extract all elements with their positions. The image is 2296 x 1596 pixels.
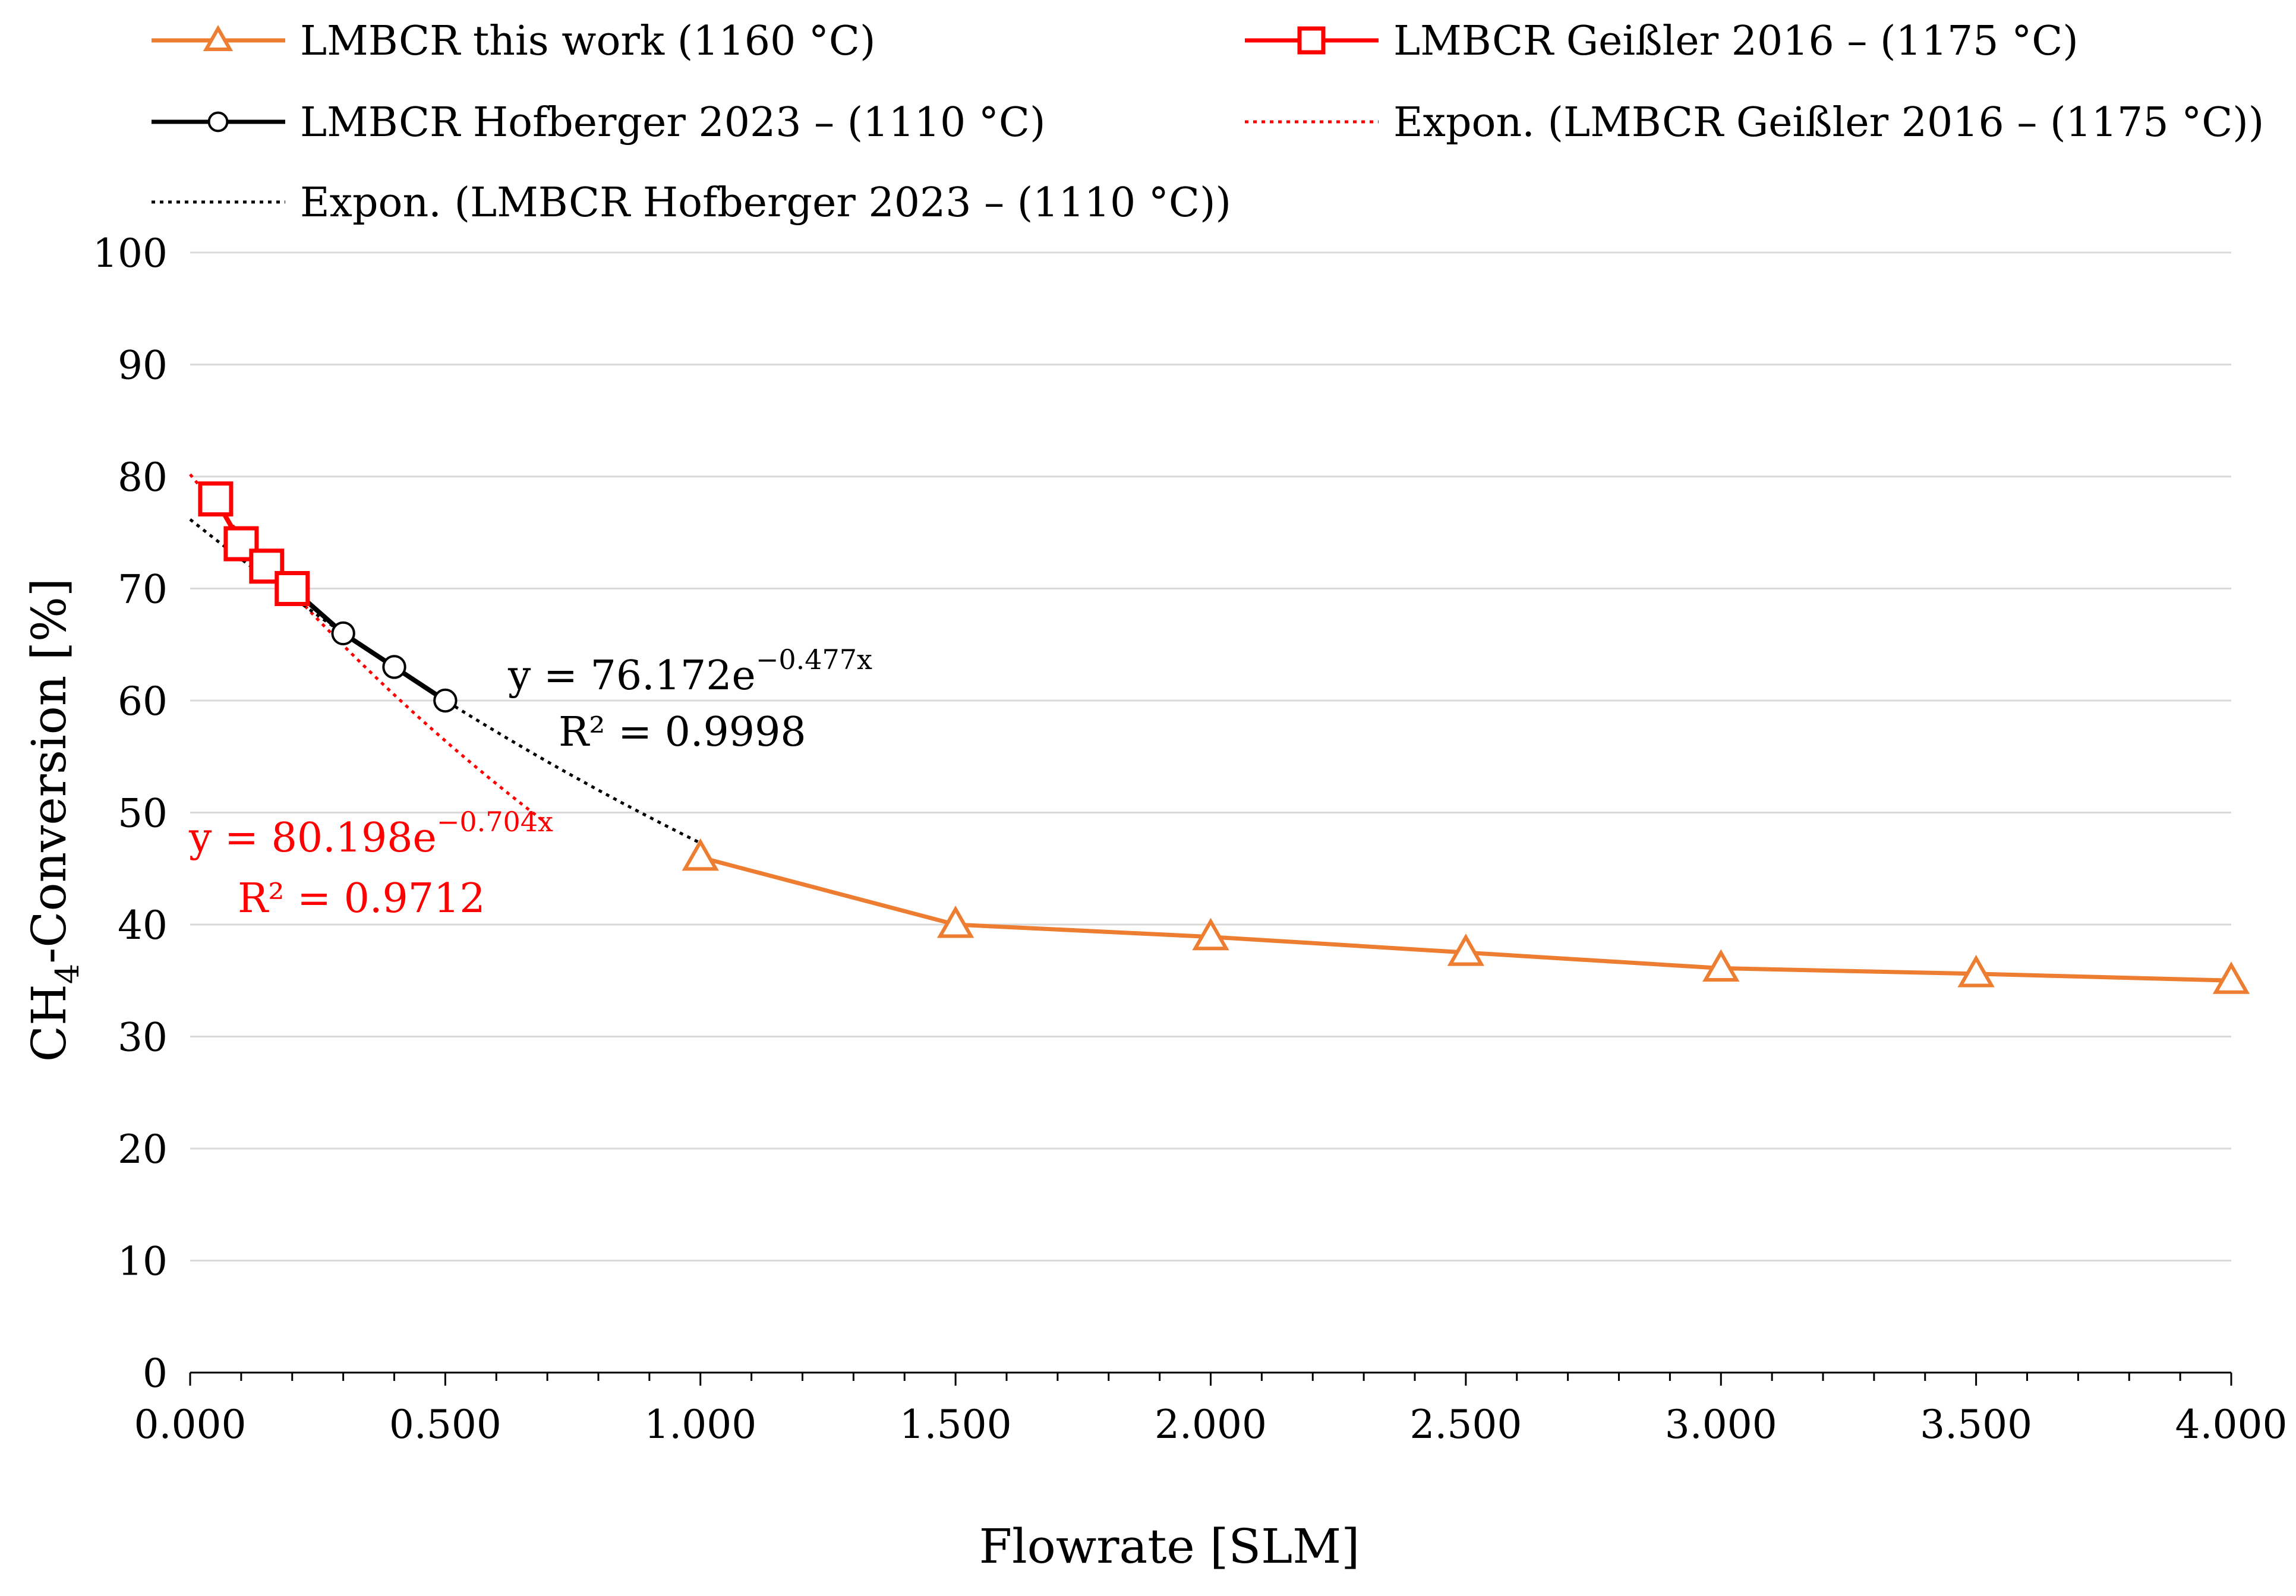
data-point-s2-2 [331, 621, 355, 646]
legend-label: LMBCR Hofberger 2023 – (1110 °C) [300, 99, 1045, 146]
trendline-equation-0: y = 80.198e−0.704x [188, 806, 553, 862]
legend-label: Expon. (LMBCR Hofberger 2023 – (1110 °C)… [300, 179, 1231, 226]
legend-item-3: Expon. (LMBCR Geißler 2016 – (1175 °C)) [1245, 99, 2264, 146]
data-point-s0-2 [1192, 917, 1229, 951]
y-tick-label-70: 70 [118, 567, 168, 613]
y-tick-label-100: 100 [93, 231, 168, 276]
equation-base: y = 80.198e [188, 815, 437, 862]
axes: 0 10 20 30 40 50 60 70 80 90 100 0.000 0.500 1.000 1.5… [93, 231, 2287, 1447]
legend-item-2: LMBCR Hofberger 2023 – (1110 °C) [152, 99, 1045, 146]
y-tick-label-10: 10 [118, 1239, 168, 1285]
y-tick-label-30: 30 [118, 1015, 168, 1061]
y-tick-label-50: 50 [118, 791, 168, 837]
annotations: y = 80.198e−0.704x R² = 0.9712 y = 76.172e… [188, 644, 872, 922]
data-point-s0-5 [1957, 954, 1995, 988]
data-point-s2-4 [433, 688, 458, 713]
equation-exponent: −0.704x [437, 806, 553, 838]
x-tick-label-6: 3.000 [1665, 1402, 1777, 1447]
trendline-1 [189, 518, 701, 845]
trendline-equation-1: y = 76.172e−0.477x [507, 644, 872, 699]
legend-swatch-marker [1297, 26, 1326, 55]
y-axis-label-main: CH [21, 984, 77, 1062]
gridlines [190, 251, 2231, 1261]
legend-item-4: Expon. (LMBCR Hofberger 2023 – (1110 °C)… [152, 179, 1231, 226]
data-point-s1-3 [275, 571, 310, 606]
x-tick-label-7: 3.500 [1920, 1402, 2032, 1447]
equation-base: y = 76.172e [507, 652, 756, 699]
legend-label: LMBCR Geißler 2016 – (1175 °C) [1393, 18, 2079, 65]
x-tick-label-1: 0.500 [389, 1402, 502, 1447]
legend-label: LMBCR this work (1160 °C) [300, 18, 875, 65]
y-tick-label-80: 80 [118, 455, 168, 500]
y-tick-label-90: 90 [118, 343, 168, 389]
data-point-s0-0 [682, 838, 719, 871]
legend-swatch-marker [207, 111, 229, 133]
data-point-s0-4 [1702, 949, 1740, 982]
data-point-s0-3 [1447, 933, 1485, 966]
data-point-s0-1 [936, 905, 974, 938]
x-tick-label-8: 4.000 [2175, 1402, 2288, 1447]
x-tick-label-5: 2.500 [1409, 1402, 1522, 1447]
y-tick-label-0: 0 [143, 1351, 168, 1396]
y-tick-label-40: 40 [118, 903, 168, 948]
series-lines [198, 481, 2250, 994]
y-tick-label-60: 60 [118, 679, 168, 724]
x-tick-label-4: 2.000 [1155, 1402, 1267, 1447]
y-axis-label-rest: -Conversion [%] [21, 578, 77, 964]
data-point-s1-0 [198, 481, 234, 517]
data-point-s2-3 [382, 655, 406, 679]
y-tick-label-20: 20 [118, 1127, 168, 1172]
legend-label: Expon. (LMBCR Geißler 2016 – (1175 °C)) [1393, 99, 2264, 146]
x-tick-label-2: 1.000 [644, 1402, 756, 1447]
x-tick-label-0: 0.000 [134, 1402, 247, 1447]
y-axis-label-sub: 4 [49, 964, 86, 984]
legend-item-1: LMBCR Geißler 2016 – (1175 °C) [1245, 18, 2079, 65]
x-axis-label: Flowrate [SLM] [979, 1519, 1360, 1574]
trendline-r2-1: R² = 0.9998 [559, 709, 806, 756]
x-tick-label-3: 1.500 [900, 1402, 1012, 1447]
y-axis-label: CH4-Conversion [%] [21, 578, 86, 1062]
legend: LMBCR this work (1160 °C) LMBCR Geißler 2… [152, 18, 2264, 226]
data-point-s0-6 [2212, 961, 2250, 994]
trendline-r2-0: R² = 0.9712 [238, 875, 485, 922]
equation-exponent: −0.477x [756, 644, 872, 676]
legend-item-0: LMBCR this work (1160 °C) [152, 18, 875, 65]
legend-swatch-marker [203, 24, 234, 51]
